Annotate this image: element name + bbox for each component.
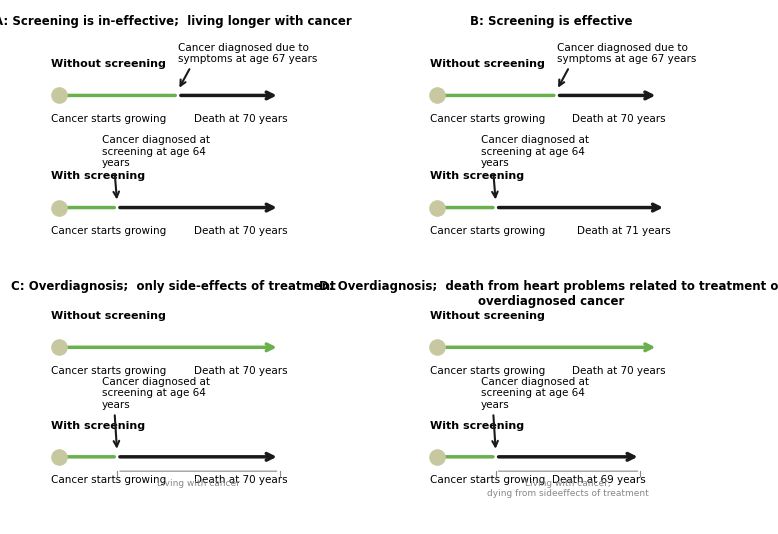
Text: With screening: With screening: [51, 171, 145, 182]
Point: [52, 203, 65, 212]
Text: Without screening: Without screening: [51, 311, 166, 321]
Text: C: Overdiagnosis;  only side-effects of treatment: C: Overdiagnosis; only side-effects of t…: [11, 279, 335, 293]
Text: Living with cancer: Living with cancer: [157, 479, 240, 488]
Text: Cancer starts growing: Cancer starts growing: [51, 366, 166, 375]
Text: Without screening: Without screening: [429, 59, 545, 69]
Text: Cancer starts growing: Cancer starts growing: [51, 114, 166, 124]
Point: [52, 452, 65, 461]
Text: B: Screening is effective: B: Screening is effective: [471, 14, 633, 28]
Text: Death at 70 years: Death at 70 years: [573, 114, 666, 124]
Text: Cancer diagnosed due to
symptoms at age 67 years: Cancer diagnosed due to symptoms at age …: [178, 43, 317, 64]
Point: [431, 91, 443, 100]
Text: Cancer diagnosed at
screening at age 64
years: Cancer diagnosed at screening at age 64 …: [102, 135, 210, 168]
Point: [431, 203, 443, 212]
Text: Cancer starts growing: Cancer starts growing: [429, 226, 545, 236]
Text: Without screening: Without screening: [51, 59, 166, 69]
Text: Death at 70 years: Death at 70 years: [194, 366, 287, 375]
Text: Cancer starts growing: Cancer starts growing: [429, 475, 545, 485]
Text: Cancer starts growing: Cancer starts growing: [51, 475, 166, 485]
Text: Living with cancer,
dying from sideeffects of treatment: Living with cancer, dying from sideeffec…: [487, 479, 649, 498]
Text: Death at 71 years: Death at 71 years: [577, 226, 671, 236]
Point: [52, 343, 65, 351]
Text: Death at 70 years: Death at 70 years: [194, 475, 287, 485]
Text: Cancer starts growing: Cancer starts growing: [429, 366, 545, 375]
Text: Cancer diagnosed at
screening at age 64
years: Cancer diagnosed at screening at age 64 …: [481, 376, 588, 410]
Text: Cancer diagnosed at
screening at age 64
years: Cancer diagnosed at screening at age 64 …: [481, 135, 588, 168]
Point: [431, 452, 443, 461]
Text: Cancer diagnosed at
screening at age 64
years: Cancer diagnosed at screening at age 64 …: [102, 376, 210, 410]
Text: With screening: With screening: [51, 421, 145, 431]
Text: A: Screening is in-effective;  living longer with cancer: A: Screening is in-effective; living lon…: [0, 14, 352, 28]
Text: Death at 70 years: Death at 70 years: [194, 114, 287, 124]
Text: Cancer starts growing: Cancer starts growing: [51, 226, 166, 236]
Text: Death at 69 years: Death at 69 years: [552, 475, 646, 485]
Text: Cancer starts growing: Cancer starts growing: [429, 114, 545, 124]
Point: [431, 343, 443, 351]
Text: Death at 70 years: Death at 70 years: [573, 366, 666, 375]
Text: With screening: With screening: [429, 171, 524, 182]
Point: [52, 91, 65, 100]
Text: Cancer diagnosed due to
symptoms at age 67 years: Cancer diagnosed due to symptoms at age …: [557, 43, 696, 64]
Text: Without screening: Without screening: [429, 311, 545, 321]
Text: Death at 70 years: Death at 70 years: [194, 226, 287, 236]
Text: With screening: With screening: [429, 421, 524, 431]
Text: D: Overdiagnosis;  death from heart problems related to treatment of
overdiagnos: D: Overdiagnosis; death from heart probl…: [319, 279, 778, 308]
